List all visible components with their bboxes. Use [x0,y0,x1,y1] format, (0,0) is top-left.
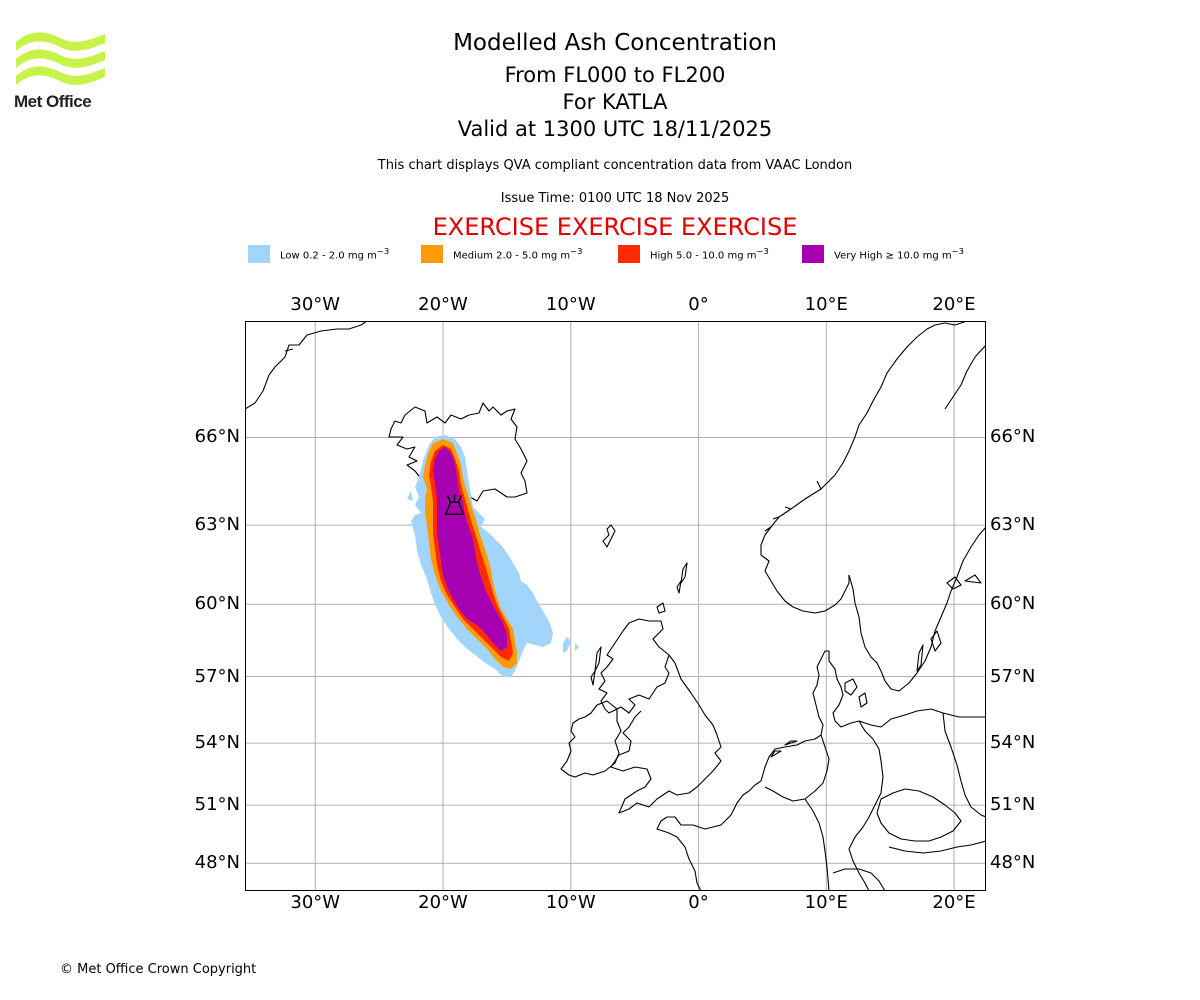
greenland-coast [245,321,368,410]
map-gridlines [245,321,986,891]
coastlines [245,321,986,891]
benelux-borders [764,734,830,802]
latitude-tick-label: 48°N [990,852,1036,874]
legend-label-high: High 5.0 - 10.0 mg m−3 [650,246,769,262]
volcano-symbol [444,494,465,516]
legend-label-low: Low 0.2 - 2.0 mg m−3 [280,246,390,262]
ash-low-fragment [563,637,579,653]
germany-border [848,720,884,891]
ash-low-fragment-west [407,491,413,501]
copyright-notice: © Met Office Crown Copyright [60,962,257,977]
longitude-tick-label: 20°E [932,892,976,913]
longitude-tick-label: 20°E [932,294,976,315]
norway-west-fjords [764,480,822,532]
ash-very-high-region [433,447,507,651]
logo-wordmark: Met Office [14,92,92,111]
longitude-tick-label: 20°W [418,294,468,315]
iceland-coast [388,402,528,508]
longitude-tick-label: 10°E [804,294,848,315]
benelux-coast [760,734,822,782]
austria-border [888,840,986,854]
gotland [930,630,942,652]
sweden-coast [848,526,986,692]
longitude-tick-label: 0° [688,892,709,913]
legend-item-very-high: Very High ≥ 10.0 mg m−3 [802,244,964,264]
legend-swatch-low [248,245,270,263]
latitude-tick-label: 51°N [194,794,240,816]
volcano-icon [444,494,465,516]
faroe-islands [602,524,616,548]
france-coast [667,780,762,830]
legend-item-medium: Medium 2.0 - 5.0 mg m−3 [421,244,582,264]
legend-item-high: High 5.0 - 10.0 mg m−3 [618,244,769,264]
met-office-logo: Met Office [14,30,109,115]
england-wales-coast [610,654,722,814]
france-germany-border [804,798,830,891]
hebrides [590,646,602,686]
longitude-tick-label: 0° [688,294,709,315]
czech-border [876,788,962,842]
chart-title: Modelled Ash Concentration [453,30,777,56]
compliance-note: This chart displays QVA compliant concen… [377,158,853,173]
legend-swatch-very-high [802,245,824,263]
longitude-tick-label: 30°W [290,892,341,913]
ireland-coast [560,700,622,778]
greenland-east-coast [284,348,294,352]
legend-swatch-medium [421,245,443,263]
flight-level-range: From FL000 to FL200 [504,63,726,87]
latitude-tick-label: 51°N [990,794,1036,816]
ash-concentration-map[interactable] [245,321,986,891]
scotland-coast [598,618,670,714]
norway-coast [760,321,986,572]
legend-item-low: Low 0.2 - 2.0 mg m−3 [248,244,389,264]
baltic-south-coast [858,708,986,728]
orkney-islands [656,602,666,614]
oland [916,644,924,672]
jutland-coast [812,650,860,736]
longitude-tick-label: 20°W [418,892,468,913]
legend-swatch-high [618,245,640,263]
longitude-tick-label: 10°W [545,294,596,315]
issue-time: Issue Time: 0100 UTC 18 Nov 2025 [500,191,730,206]
volcano-name: For KATLA [562,90,668,114]
switzerland-border [832,868,886,891]
latitude-tick-label: 63°N [194,514,240,536]
legend-label-very-high: Very High ≥ 10.0 mg m−3 [834,246,964,262]
latitude-tick-label: 66°N [990,426,1036,448]
danish-islands [844,678,868,708]
netherlands-islands [770,740,798,758]
latitude-tick-label: 63°N [990,514,1036,536]
longitude-tick-label: 10°W [545,892,596,913]
finland-coast [944,344,986,410]
met-office-waves-icon [16,32,105,85]
norway-south-coast [764,570,850,614]
latitude-tick-label: 57°N [990,665,1036,687]
valid-time: Valid at 1300 UTC 18/11/2025 [457,117,773,141]
latitude-tick-label: 54°N [990,732,1036,754]
ash-plume [407,435,579,677]
latitude-tick-label: 60°N [990,593,1036,615]
longitude-tick-label: 10°E [804,892,848,913]
latitude-tick-label: 54°N [194,732,240,754]
map-frame [245,321,986,891]
brittany-coast [656,816,702,891]
latitude-tick-label: 66°N [194,426,240,448]
legend-label-medium: Medium 2.0 - 5.0 mg m−3 [453,246,583,262]
latitude-tick-label: 57°N [194,665,240,687]
shetland-islands [676,562,688,594]
longitude-tick-label: 30°W [290,294,341,315]
latitude-tick-label: 48°N [194,852,240,874]
baltic-islands-east [946,574,982,590]
exercise-banner: EXERCISE EXERCISE EXERCISE [432,213,798,241]
latitude-tick-label: 60°N [194,593,240,615]
poland-border [942,712,986,818]
